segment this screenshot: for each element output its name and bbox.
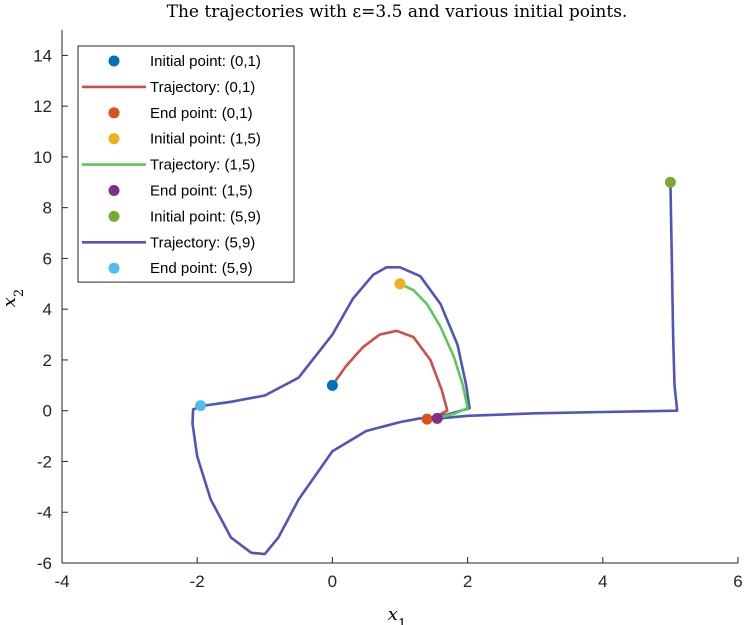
y-tick-label: 6 — [43, 249, 52, 268]
y-tick-label: 8 — [43, 199, 52, 218]
y-axis-label: x2 — [0, 289, 27, 307]
x-axis-label: x1 — [388, 604, 406, 625]
point-initial-point-0-1 — [326, 379, 338, 391]
legend-marker-end-point-5-9 — [108, 262, 120, 274]
legend: Initial point: (0,1) Trajectory: (0,1) End… — [77, 45, 295, 283]
x-tick-label: 6 — [733, 572, 742, 591]
x-tick-label: -4 — [54, 572, 69, 591]
legend-label-initial-point-5-9: Initial point: (5,9) — [150, 208, 261, 225]
y-tick-label: -6 — [37, 554, 52, 573]
point-initial-point-1-5 — [394, 278, 406, 290]
points-layer — [195, 176, 676, 425]
point-end-point-0-1 — [421, 413, 433, 425]
y-tick-label: 0 — [43, 402, 52, 421]
legend-marker-initial-point-0-1 — [108, 55, 120, 67]
x-tick-label: 0 — [328, 572, 337, 591]
x-tick-label: 2 — [463, 572, 472, 591]
legend-label-trajectory-0-1: Trajectory: (0,1) — [150, 79, 255, 96]
legend-label-end-point-0-1: End point: (0,1) — [150, 105, 253, 122]
series-line-trajectory-1-5 — [398, 282, 469, 420]
y-tick-label: 4 — [43, 300, 52, 319]
legend-marker-initial-point-1-5 — [108, 133, 120, 145]
legend-label-initial-point-1-5: Initial point: (1,5) — [150, 131, 261, 148]
x-tick-label: 4 — [598, 572, 607, 591]
series-layer — [191, 181, 679, 556]
point-end-point-5-9 — [195, 400, 207, 412]
y-tick-label: 10 — [33, 148, 52, 167]
legend-marker-end-point-1-5 — [108, 185, 120, 196]
legend-label-end-point-1-5: End point: (1,5) — [150, 183, 253, 200]
series-line-trajectory-5-9 — [191, 181, 679, 556]
legend-label-initial-point-0-1: Initial point: (0,1) — [150, 53, 261, 70]
legend-marker-initial-point-5-9 — [108, 210, 120, 222]
y-tick-label: -2 — [37, 452, 52, 471]
legend-marker-end-point-0-1 — [108, 107, 120, 119]
y-tick-label: 2 — [43, 351, 52, 370]
point-end-point-1-5 — [431, 412, 443, 424]
y-tick-label: 12 — [33, 97, 52, 116]
chart-title: The trajectories with ε=3.5 and various … — [167, 2, 628, 22]
point-initial-point-5-9 — [664, 176, 676, 188]
legend-label-trajectory-1-5: Trajectory: (1,5) — [150, 157, 255, 174]
x-tick-label: -2 — [190, 572, 205, 591]
legend-label-end-point-5-9: End point: (5,9) — [150, 260, 253, 277]
y-tick-label: 14 — [33, 46, 52, 65]
series-line-trajectory-0-1 — [331, 329, 449, 421]
y-tick-label: -4 — [37, 503, 52, 522]
legend-label-trajectory-5-9: Trajectory: (5,9) — [150, 234, 255, 251]
